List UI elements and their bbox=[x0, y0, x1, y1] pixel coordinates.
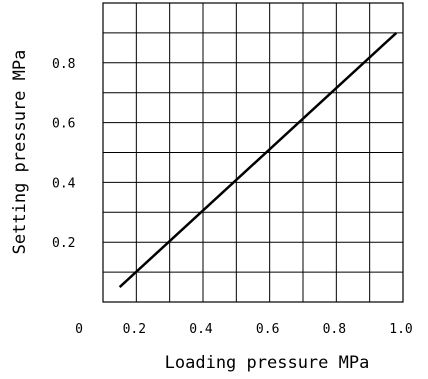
plot-border bbox=[102, 2, 404, 303]
series-line-0 bbox=[118, 31, 398, 288]
y-tick-label: 0.4 bbox=[52, 176, 76, 191]
grid bbox=[103, 3, 403, 302]
y-axis-label: Setting pressure MPa bbox=[10, 50, 30, 255]
x-tick-label: 0.4 bbox=[189, 322, 213, 337]
y-tick-label: 0.6 bbox=[52, 117, 75, 132]
x-tick-label: 0.6 bbox=[256, 322, 279, 337]
x-tick-labels: 0 0.2 0.4 0.6 0.8 1.0 bbox=[75, 322, 413, 337]
plot-frame bbox=[102, 2, 404, 303]
y-tick-label: 0.2 bbox=[52, 236, 75, 251]
series-group bbox=[118, 31, 398, 288]
x-axis-label: Loading pressure MPa bbox=[165, 353, 370, 373]
y-tick-labels: 0.2 0.4 0.6 0.8 bbox=[52, 57, 76, 251]
x-origin-label: 0 bbox=[75, 322, 83, 337]
x-tick-label: 0.2 bbox=[123, 322, 146, 337]
x-tick-label: 1.0 bbox=[389, 322, 412, 337]
y-tick-label: 0.8 bbox=[52, 57, 75, 72]
x-tick-label: 0.8 bbox=[323, 322, 346, 337]
